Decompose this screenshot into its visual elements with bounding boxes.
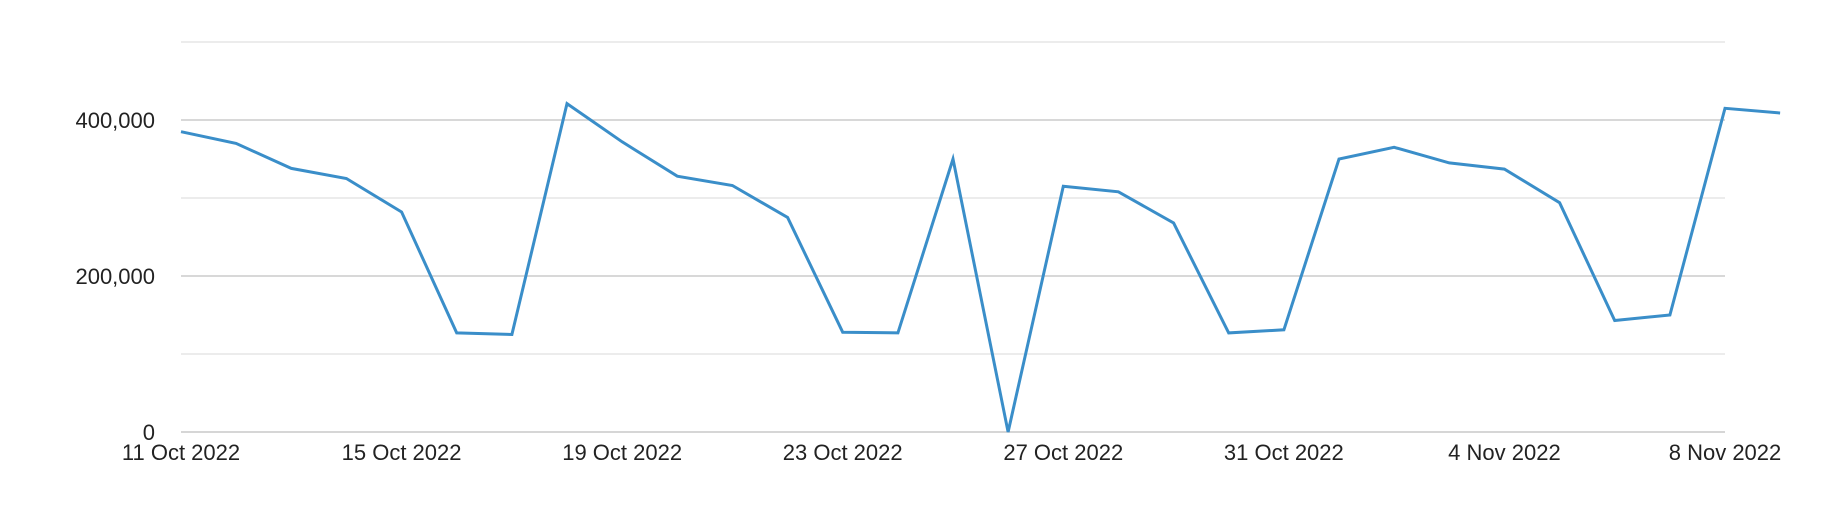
x-tick-label: 8 Nov 2022 [1669, 440, 1782, 465]
y-axis-tick-labels: 0 200,000 400,000 [75, 108, 155, 445]
series-layer [180, 101, 1781, 433]
x-tick-label: 11 Oct 2022 [122, 440, 240, 465]
gridlines [181, 41, 1725, 433]
x-tick-label: 31 Oct 2022 [1224, 440, 1344, 465]
y-tick-label: 200,000 [75, 264, 155, 289]
x-tick-label: 19 Oct 2022 [562, 440, 682, 465]
series-line [180, 101, 1781, 433]
x-tick-label: 27 Oct 2022 [1003, 440, 1123, 465]
x-tick-label: 15 Oct 2022 [342, 440, 462, 465]
y-tick-label: 400,000 [75, 108, 155, 133]
x-axis-tick-labels: 11 Oct 2022 15 Oct 2022 19 Oct 2022 23 Oct … [122, 440, 1781, 465]
x-tick-label: 23 Oct 2022 [783, 440, 903, 465]
y-tick-label: 0 [143, 420, 155, 445]
x-tick-label: 4 Nov 2022 [1448, 440, 1561, 465]
